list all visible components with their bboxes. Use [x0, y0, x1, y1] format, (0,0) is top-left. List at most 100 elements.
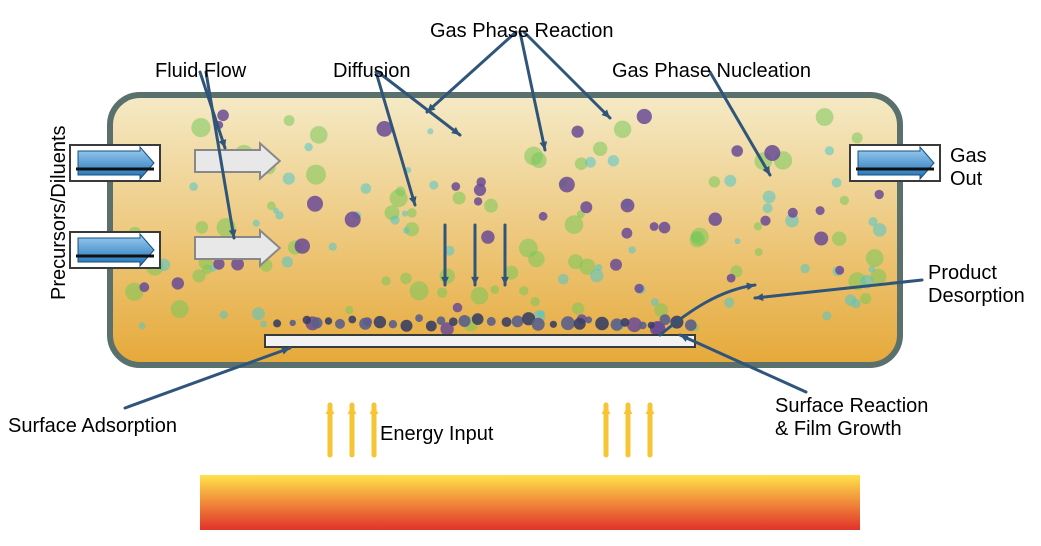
particle — [724, 298, 734, 308]
particle — [580, 201, 592, 213]
film-particle — [449, 317, 458, 326]
particle — [139, 322, 146, 329]
particle — [637, 109, 652, 124]
film-particle — [648, 322, 655, 329]
particle — [451, 182, 460, 191]
particle — [361, 183, 372, 194]
particle — [709, 176, 720, 187]
particle — [139, 282, 149, 292]
particle — [814, 232, 828, 246]
film-particle — [303, 316, 311, 324]
particle — [282, 256, 293, 267]
label-surface_reaction: Surface Reaction & Film Growth — [775, 395, 928, 441]
particle — [484, 199, 498, 213]
particle — [402, 211, 408, 217]
particle — [284, 115, 295, 126]
film-particle — [585, 316, 592, 323]
substrate — [265, 335, 695, 347]
particle — [851, 299, 861, 309]
film-particle — [472, 313, 484, 325]
film-particle — [348, 316, 356, 324]
particle — [429, 181, 438, 190]
particle — [822, 311, 831, 320]
particle — [471, 287, 489, 305]
particle — [519, 286, 528, 295]
particle — [763, 191, 776, 204]
particle — [273, 208, 279, 214]
particle — [171, 300, 189, 318]
particle — [400, 273, 412, 285]
particle — [329, 243, 337, 251]
particle — [608, 155, 619, 166]
film-particle — [415, 314, 423, 322]
particle — [755, 248, 763, 256]
film-particle — [335, 319, 345, 329]
particle — [531, 152, 547, 168]
label-energy_input: Energy Input — [380, 423, 493, 446]
label-diffusion: Diffusion — [333, 60, 410, 83]
film-particle — [685, 319, 697, 331]
particle — [816, 108, 834, 126]
particle — [260, 321, 267, 328]
particle — [410, 281, 429, 300]
film-particle — [437, 316, 446, 325]
particle — [572, 126, 584, 138]
film-particle — [621, 318, 630, 327]
inlet-port-0-arrow — [78, 147, 154, 179]
film-particle — [359, 318, 371, 330]
particle — [307, 196, 323, 212]
particle — [610, 259, 622, 271]
particle — [731, 145, 743, 157]
label-fluid_flow: Fluid Flow — [155, 60, 246, 83]
particle — [585, 157, 596, 168]
particle — [189, 182, 198, 191]
particle — [572, 302, 584, 314]
label-product_desorption: Product Desorption — [928, 262, 1025, 308]
particle — [427, 128, 433, 134]
outlet-port-arrow — [858, 147, 934, 179]
particle — [558, 274, 569, 285]
film-particle — [389, 320, 397, 328]
film-particle — [660, 314, 671, 325]
particle — [724, 175, 736, 187]
particle — [217, 110, 229, 122]
label-surface_adsorption: Surface Adsorption — [8, 415, 177, 438]
particle — [453, 303, 463, 313]
particle — [832, 232, 846, 246]
particle — [213, 258, 224, 269]
film-particle — [374, 316, 386, 328]
particle — [474, 197, 482, 205]
film-particle — [595, 317, 609, 331]
label-gas_out: Gas Out — [950, 145, 987, 191]
particle — [191, 118, 210, 137]
particle — [381, 276, 390, 285]
film-particle — [290, 320, 296, 326]
particle — [614, 121, 631, 138]
film-particle — [325, 317, 332, 324]
film-particle — [502, 317, 512, 327]
particle — [788, 208, 798, 218]
particle — [868, 266, 875, 273]
particle — [622, 228, 633, 239]
particle — [590, 269, 603, 282]
particle — [310, 126, 328, 144]
particle — [593, 142, 607, 156]
film-particle — [639, 322, 647, 330]
label-gas_phase_nucleation: Gas Phase Nucleation — [612, 60, 811, 83]
particle — [220, 311, 228, 319]
particle — [860, 293, 871, 304]
film-particle — [459, 315, 471, 327]
particle — [531, 297, 540, 306]
particle — [559, 177, 575, 193]
particle — [345, 212, 361, 228]
particle — [691, 231, 703, 243]
particle — [634, 284, 643, 293]
particle — [474, 184, 486, 196]
particle — [390, 215, 399, 224]
particle — [252, 307, 265, 320]
particle — [763, 203, 773, 213]
heater-bar — [200, 475, 860, 530]
particle — [754, 222, 762, 230]
particle — [760, 216, 770, 226]
particle — [709, 213, 722, 226]
